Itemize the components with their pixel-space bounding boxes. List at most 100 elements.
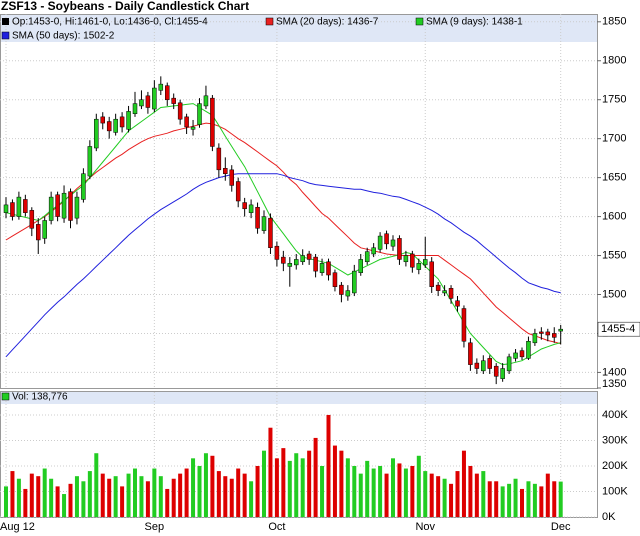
candle-body	[487, 358, 492, 369]
volume-bar	[133, 468, 137, 517]
candle-body	[358, 259, 363, 273]
volume-bar	[513, 478, 518, 517]
volume-bar	[152, 468, 157, 517]
candle-body	[364, 251, 370, 263]
candle-body	[371, 247, 376, 255]
candle-body	[81, 173, 86, 200]
volume-bar	[94, 453, 99, 517]
sma-line	[5, 103, 561, 366]
volume-bar	[191, 458, 196, 517]
legend-band	[0, 14, 597, 42]
candle-body	[352, 270, 357, 294]
volume-bar	[352, 465, 357, 517]
chart-title: ZSF13 - Soybeans - Daily Candlestick Cha…	[1, 0, 249, 13]
candle-body	[152, 87, 157, 110]
volume-tick-label: 200K	[602, 460, 628, 472]
last-price-label: 1455-4	[601, 323, 635, 335]
y-tick-label: 1500	[602, 288, 626, 300]
volume-bar	[36, 476, 41, 517]
volume-panel	[0, 391, 598, 518]
volume-bar	[184, 468, 189, 517]
candle-body	[106, 121, 112, 132]
volume-bar	[139, 476, 144, 517]
last-price-box	[597, 321, 640, 337]
candle-body	[468, 342, 473, 365]
volume-bar	[74, 476, 79, 517]
y-tick-label: 1850	[602, 16, 626, 28]
volume-bar	[365, 460, 370, 517]
volume-bar	[326, 414, 331, 517]
candle-body	[94, 118, 99, 149]
candle-body	[461, 308, 467, 342]
volume-bar	[436, 476, 441, 517]
volume-bar	[68, 483, 73, 517]
candle-body	[139, 99, 144, 107]
volume-bar	[16, 478, 21, 517]
volume-tick-label: 100K	[602, 485, 628, 497]
candle-body	[345, 290, 351, 297]
candle-body	[3, 204, 9, 213]
candle-body	[397, 238, 402, 260]
volume-bar	[500, 486, 505, 517]
legend-text: SMA (50 days): 1502-2	[12, 31, 115, 42]
candle-body	[423, 259, 428, 266]
y-tick-label: 1350	[602, 378, 626, 390]
candle-body	[429, 261, 434, 287]
candle-body	[332, 272, 338, 287]
volume-bar	[507, 483, 512, 517]
volume-bar	[539, 486, 544, 517]
volume-bar	[29, 473, 34, 517]
x-tick-label: Nov	[415, 521, 435, 533]
volume-bar	[178, 473, 183, 517]
candle-body	[248, 204, 254, 213]
candle-body	[100, 116, 105, 124]
legend-swatch	[1, 31, 10, 40]
volume-bar	[320, 465, 325, 517]
volume-bar	[158, 476, 163, 517]
candle-body	[184, 116, 189, 128]
volume-bar	[384, 473, 389, 517]
candle-body	[190, 126, 196, 130]
candle-body	[158, 83, 164, 91]
candle-body	[55, 194, 60, 217]
candle-body	[384, 233, 389, 245]
candle-body	[268, 217, 273, 248]
volume-bar	[455, 471, 460, 517]
volume-bar	[268, 427, 273, 517]
candle-body	[274, 245, 280, 260]
volume-bar	[126, 473, 131, 517]
candle-body	[203, 95, 209, 107]
volume-bar	[468, 465, 473, 517]
volume-legend-band	[0, 391, 597, 404]
candle-body	[177, 102, 183, 120]
candle-body	[306, 253, 312, 260]
candle-body	[416, 263, 422, 270]
candle-body	[261, 216, 267, 231]
legend-text: Op:1453-0, Hi:1461-0, Lo:1436-0, Cl:1455…	[12, 17, 208, 28]
candle-body	[294, 259, 299, 266]
volume-bar	[358, 473, 363, 517]
candle-body	[216, 147, 222, 171]
legend-swatch	[415, 17, 424, 26]
volume-bar	[62, 494, 67, 517]
candle-body	[242, 202, 247, 210]
volume-bar	[378, 465, 383, 517]
candle-body	[552, 333, 557, 338]
candle-body	[113, 118, 118, 133]
candle-body	[410, 253, 415, 268]
sma-line	[5, 173, 561, 358]
candle-body	[300, 255, 305, 263]
volume-bar	[255, 465, 260, 517]
volume-tick-label: 300K	[602, 434, 628, 446]
candle-body	[197, 103, 202, 125]
volume-bar	[294, 453, 299, 517]
volume-bar	[249, 481, 254, 517]
volume-bar	[300, 458, 305, 517]
y-tick-label: 1800	[602, 55, 626, 67]
volume-bar	[216, 471, 221, 517]
x-tick-label: Aug 12	[0, 521, 35, 533]
volume-bar	[171, 478, 176, 517]
volume-bar	[558, 481, 563, 517]
volume-bar	[81, 481, 86, 517]
